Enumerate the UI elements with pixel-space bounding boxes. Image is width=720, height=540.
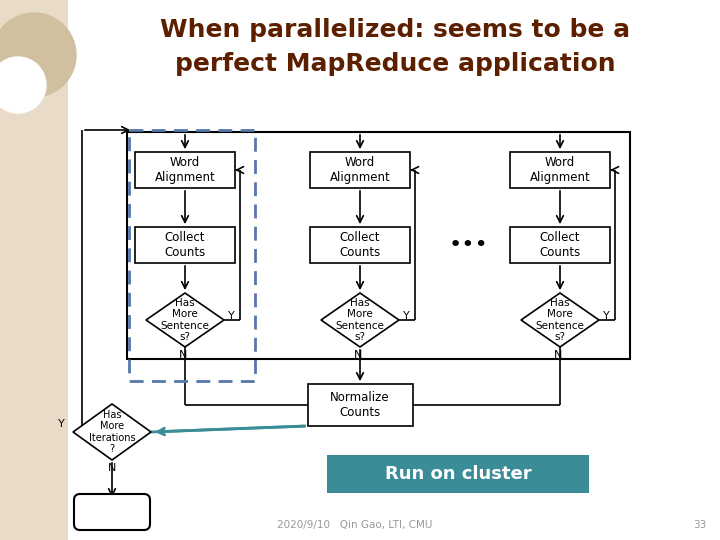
Text: Has
More
Sentence
s?: Has More Sentence s?	[161, 298, 210, 342]
Text: Word
Alignment: Word Alignment	[530, 156, 590, 184]
Polygon shape	[521, 293, 599, 347]
Bar	[129, 130, 255, 381]
Text: Run on cluster: Run on cluster	[384, 465, 531, 483]
Text: •••: •••	[448, 235, 488, 255]
Bar	[310, 152, 410, 188]
Bar	[135, 227, 235, 263]
Text: N: N	[179, 350, 187, 360]
Text: Word
Alignment: Word Alignment	[330, 156, 390, 184]
Polygon shape	[146, 293, 224, 347]
Text: N: N	[554, 350, 562, 360]
Text: Has
More
Sentence
s?: Has More Sentence s?	[536, 298, 585, 342]
Text: 2020/9/10   Qin Gao, LTI, CMU: 2020/9/10 Qin Gao, LTI, CMU	[277, 520, 433, 530]
Bar	[327, 455, 589, 493]
Bar	[310, 227, 410, 263]
Text: Normalize
Counts: Normalize Counts	[330, 391, 390, 419]
Circle shape	[0, 57, 46, 113]
Text: 33: 33	[693, 520, 706, 530]
Bar	[510, 227, 610, 263]
Text: N: N	[108, 463, 116, 473]
Bar	[307, 384, 413, 426]
Text: Has
More
Iterations
?: Has More Iterations ?	[89, 410, 135, 454]
Text: When parallelized: seems to be a: When parallelized: seems to be a	[160, 18, 630, 42]
Text: Y: Y	[58, 419, 65, 429]
Circle shape	[0, 13, 76, 97]
Text: Y: Y	[603, 311, 610, 321]
Polygon shape	[73, 404, 151, 460]
Bar	[135, 152, 235, 188]
Text: Collect
Counts: Collect Counts	[539, 231, 580, 259]
Bar	[510, 152, 610, 188]
Text: Y: Y	[228, 311, 235, 321]
Text: Collect
Counts: Collect Counts	[164, 231, 206, 259]
Bar	[0, 0, 68, 540]
Text: Word
Alignment: Word Alignment	[155, 156, 215, 184]
Text: Y: Y	[403, 311, 410, 321]
Text: N: N	[354, 350, 362, 360]
Polygon shape	[321, 293, 399, 347]
Text: Collect
Counts: Collect Counts	[339, 231, 381, 259]
Text: Has
More
Sentence
s?: Has More Sentence s?	[336, 298, 384, 342]
FancyBboxPatch shape	[74, 494, 150, 530]
Bar	[127, 132, 630, 359]
Text: perfect MapReduce application: perfect MapReduce application	[175, 52, 616, 76]
